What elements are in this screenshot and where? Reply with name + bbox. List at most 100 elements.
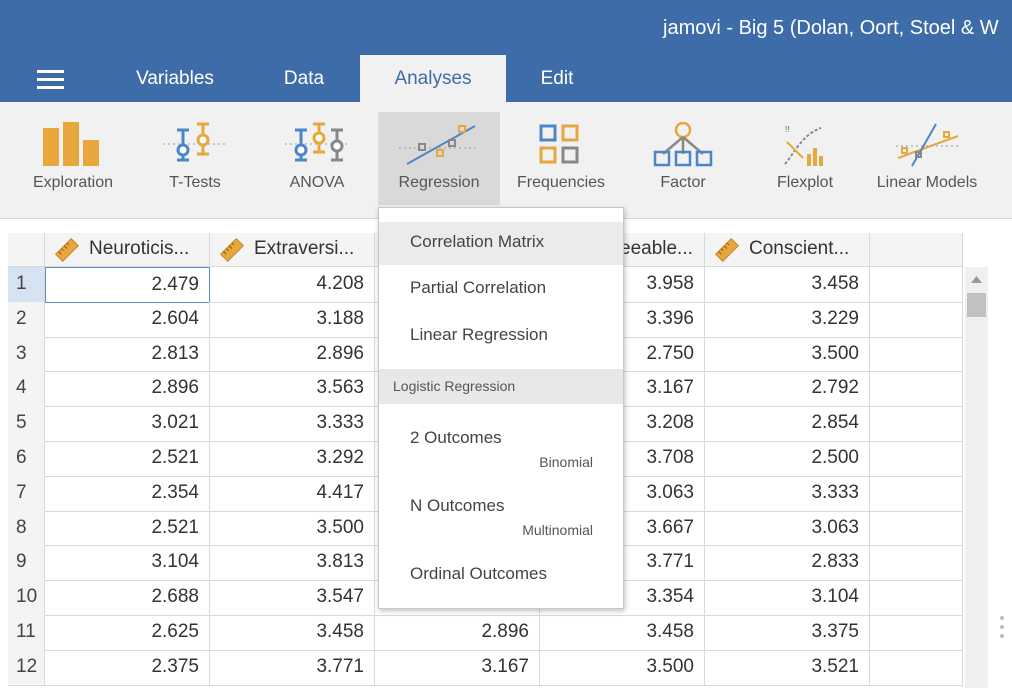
empty-cell — [870, 301, 963, 338]
data-cell[interactable]: 2.500 — [705, 441, 870, 477]
ribbon-label: Frequencies — [516, 174, 606, 191]
data-cell[interactable]: 2.896 — [210, 336, 375, 373]
data-cell[interactable]: 3.104 — [45, 545, 210, 582]
data-cell[interactable]: 3.188 — [210, 301, 375, 338]
empty-cell — [870, 406, 963, 442]
ribbon-button[interactable]: Frequencies — [500, 112, 622, 205]
column-header[interactable]: Conscient... — [705, 233, 870, 267]
menu-item[interactable]: Partial Correlation — [379, 268, 623, 311]
ribbon-label: Regression — [398, 174, 480, 191]
row-number[interactable]: 7 — [8, 475, 45, 512]
row-number[interactable]: 12 — [8, 649, 45, 686]
data-cell[interactable]: 3.229 — [705, 301, 870, 338]
data-cell[interactable]: 3.563 — [210, 371, 375, 408]
data-cell[interactable]: 3.813 — [210, 545, 375, 582]
menu-item[interactable]: N Outcomes Multinomial — [379, 486, 623, 544]
ribbon-button[interactable]: Exploration — [12, 112, 134, 205]
empty-cell — [870, 510, 963, 547]
spreadsheet: Neuroticis... Extraversi... eeable... Consc… — [8, 233, 963, 686]
empty-cell — [870, 371, 963, 408]
data-cell[interactable]: 2.833 — [705, 545, 870, 582]
data-cell[interactable]: 2.521 — [45, 510, 210, 547]
column-header[interactable]: Extraversi... — [210, 233, 375, 267]
ribbon — [0, 102, 1012, 219]
menu-item[interactable]: Ordinal Outcomes — [379, 554, 623, 597]
menu-item-label: Correlation Matrix — [410, 232, 545, 251]
data-cell[interactable]: 2.375 — [45, 649, 210, 686]
menu-section: Logistic Regression — [379, 369, 623, 404]
menu-item-label: Ordinal Outcomes — [410, 564, 547, 583]
empty-cell — [870, 545, 963, 582]
data-cell[interactable]: 3.458 — [210, 615, 375, 651]
menu-item[interactable]: Correlation Matrix — [379, 222, 623, 265]
resize-handle[interactable] — [998, 614, 1006, 640]
data-cell[interactable]: 3.167 — [375, 649, 540, 686]
data-cell[interactable]: 3.354 — [540, 580, 705, 616]
data-cell[interactable]: 3.500 — [540, 649, 705, 686]
data-cell[interactable]: 3.521 — [705, 649, 870, 686]
ribbon-button[interactable]: Linear Models — [866, 112, 988, 205]
empty-cell — [870, 267, 963, 303]
row-number[interactable]: 10 — [8, 580, 45, 616]
data-cell[interactable]: 3.104 — [705, 580, 870, 616]
row-number[interactable]: 4 — [8, 371, 45, 408]
column-header[interactable] — [870, 233, 963, 267]
row-number[interactable]: 5 — [8, 406, 45, 442]
row-number[interactable]: 11 — [8, 615, 45, 651]
row-number[interactable]: 1 — [8, 267, 45, 303]
data-cell[interactable]: 3.547 — [210, 580, 375, 616]
data-cell[interactable]: 2.479 — [45, 267, 210, 303]
data-cell[interactable]: 3.292 — [210, 441, 375, 477]
tab[interactable]: Data — [283, 68, 325, 89]
ribbon-button[interactable]: Factor — [622, 112, 744, 205]
scrollbar[interactable] — [965, 267, 988, 688]
data-cell[interactable]: 2.521 — [45, 441, 210, 477]
ribbon-button[interactable]: !! Flexplot — [744, 112, 866, 205]
data-cell[interactable]: 3.375 — [705, 615, 870, 651]
menu-button[interactable] — [37, 70, 65, 90]
data-cell[interactable]: 2.854 — [705, 406, 870, 442]
window-title: jamovi - Big 5 (Dolan, Oort, Stoel & W — [663, 17, 999, 39]
empty-cell — [870, 336, 963, 373]
ribbon-label: Flexplot — [776, 174, 834, 191]
data-cell[interactable]: 3.500 — [210, 510, 375, 547]
row-number[interactable]: 8 — [8, 510, 45, 547]
data-cell[interactable]: 2.896 — [45, 371, 210, 408]
data-cell[interactable]: 2.896 — [375, 615, 540, 651]
data-cell[interactable]: 3.063 — [705, 510, 870, 547]
title-bar — [0, 0, 1012, 102]
data-cell[interactable]: 3.500 — [705, 336, 870, 373]
svg-text:!!: !! — [785, 125, 789, 134]
data-cell[interactable]: 2.604 — [45, 301, 210, 338]
ribbon-button-selected[interactable]: Regression — [378, 112, 500, 205]
data-cell[interactable]: 3.333 — [210, 406, 375, 442]
menu-item[interactable]: 2 Outcomes Binomial — [379, 418, 623, 476]
tab[interactable]: Edit — [540, 68, 574, 89]
data-cell[interactable]: 3.458 — [705, 267, 870, 303]
data-cell[interactable]: 2.625 — [45, 615, 210, 651]
menu-item-label: Partial Correlation — [410, 278, 547, 297]
ribbon-label: Factor — [660, 174, 706, 191]
data-cell[interactable]: 3.458 — [540, 615, 705, 651]
row-number[interactable]: 3 — [8, 336, 45, 373]
data-cell[interactable]: 3.333 — [705, 475, 870, 512]
tab-active[interactable]: Analyses — [360, 55, 506, 102]
row-number[interactable]: 9 — [8, 545, 45, 582]
data-cell[interactable]: 2.813 — [45, 336, 210, 373]
data-cell[interactable]: 4.417 — [210, 475, 375, 512]
data-cell[interactable]: 2.792 — [705, 371, 870, 408]
row-number[interactable]: 2 — [8, 301, 45, 338]
tab[interactable]: Variables — [136, 68, 214, 89]
menu-item-sublabel: Binomial — [539, 454, 593, 470]
ribbon-button[interactable]: ANOVA — [256, 112, 378, 205]
data-cell[interactable]: 4.208 — [210, 267, 375, 303]
column-header[interactable]: Neuroticis... — [45, 233, 210, 267]
data-cell[interactable]: 2.354 — [45, 475, 210, 512]
row-number[interactable]: 6 — [8, 441, 45, 477]
menu-item-label: 2 Outcomes — [410, 428, 502, 447]
data-cell[interactable]: 3.021 — [45, 406, 210, 442]
menu-item[interactable]: Linear Regression — [379, 315, 623, 358]
data-cell[interactable]: 2.688 — [45, 580, 210, 616]
data-cell[interactable]: 3.771 — [210, 649, 375, 686]
ribbon-button[interactable]: T-Tests — [134, 112, 256, 205]
